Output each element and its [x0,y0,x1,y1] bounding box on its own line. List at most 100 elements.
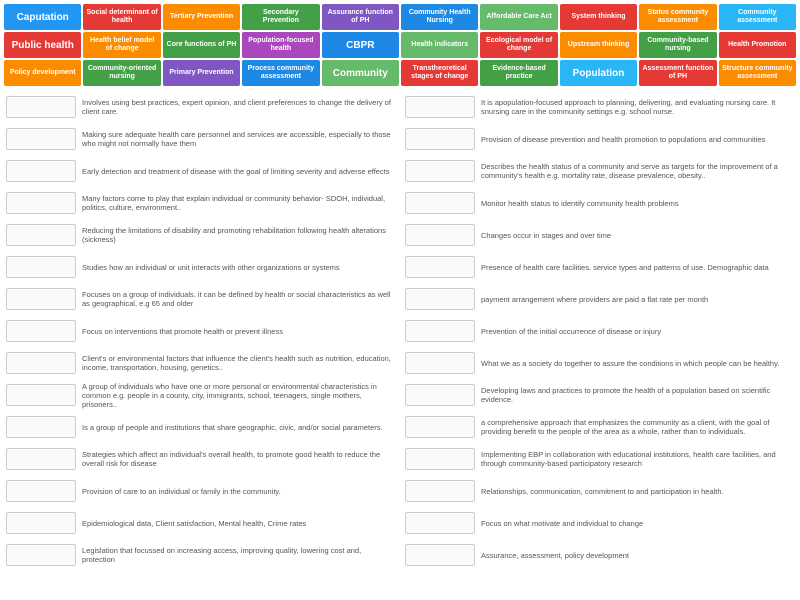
term-tag[interactable]: Affordable Care Act [480,4,557,30]
definition-row: Epidemiological data, Client satisfactio… [6,508,395,538]
drop-zone[interactable] [6,128,76,150]
definition-row: Client's or environmental factors that i… [6,348,395,378]
definition-text: Focuses on a group of individuals. it ca… [82,290,395,308]
definition-row: Describes the health status of a communi… [405,156,794,186]
term-tag[interactable]: Policy development [4,60,81,86]
drop-zone[interactable] [405,224,475,246]
term-tag[interactable]: Tertiary Prevention [163,4,240,30]
drop-zone[interactable] [6,96,76,118]
definition-row: Legislation that focussed on increasing … [6,540,395,570]
term-tag[interactable]: Social determinant of health [83,4,160,30]
drop-zone[interactable] [6,416,76,438]
term-tag[interactable]: Assessment function of PH [639,60,716,86]
term-tag[interactable]: Evidence-based practice [480,60,557,86]
drop-zone[interactable] [405,384,475,406]
drop-zone[interactable] [6,448,76,470]
drop-zone[interactable] [405,416,475,438]
definition-row: Monitor health status to identify commun… [405,188,794,218]
term-tag[interactable]: Status community assessment [639,4,716,30]
definition-row: Changes occur in stages and over time [405,220,794,250]
drop-zone[interactable] [405,480,475,502]
definition-row: Focus on interventions that promote heal… [6,316,395,346]
definition-row: A group of individuals who have one or m… [6,380,395,410]
definition-row: Provision of care to an individual or fa… [6,476,395,506]
definition-text: Involves using best practices, expert op… [82,98,395,116]
definition-text: Developing laws and practices to promote… [481,386,794,404]
term-tag[interactable]: Structure community assessment [719,60,796,86]
definition-row: Relationships, communication, commitment… [405,476,794,506]
definition-row: Involves using best practices, expert op… [6,92,395,122]
drop-zone[interactable] [405,128,475,150]
drop-zone[interactable] [6,224,76,246]
drop-zone[interactable] [6,480,76,502]
definition-row: payment arrangement where providers are … [405,284,794,314]
term-tag[interactable]: Assurance function of PH [322,4,399,30]
drop-zone[interactable] [6,160,76,182]
term-tag[interactable]: Health Promotion [719,32,796,58]
term-tag[interactable]: Population-focused health [242,32,319,58]
term-tag[interactable]: Health belief model of change [83,32,160,58]
term-tag[interactable]: Community-based nursing [639,32,716,58]
definition-row: Presence of health care facilities. serv… [405,252,794,282]
drop-zone[interactable] [405,352,475,374]
drop-zone[interactable] [6,544,76,566]
definition-row: Many factors come to play that explain i… [6,188,395,218]
drop-zone[interactable] [6,320,76,342]
term-tag[interactable]: Community assessment [719,4,796,30]
drop-zone[interactable] [405,288,475,310]
definition-text: Implementing EBP in collaboration with e… [481,450,794,468]
definition-text: Making sure adequate health care personn… [82,130,395,148]
term-tag[interactable]: Process community assessment [242,60,319,86]
definition-row: Provision of disease prevention and heal… [405,124,794,154]
definition-text: Focus on what motivate and individual to… [481,519,643,528]
right-column: It is apopulation-focused approach to pl… [405,92,794,570]
term-tag[interactable]: Primary Prevention [163,60,240,86]
drop-zone[interactable] [6,352,76,374]
definition-row: Early detection and treatment of disease… [6,156,395,186]
drop-zone[interactable] [405,96,475,118]
definition-text: It is apopulation-focused approach to pl… [481,98,794,116]
term-tag[interactable]: Ecological model of change [480,32,557,58]
term-tag[interactable]: Transtheoretical stages of change [401,60,478,86]
definition-text: Changes occur in stages and over time [481,231,611,240]
definition-row: Is a group of people and institutions th… [6,412,395,442]
term-tag[interactable]: Public health [4,32,81,58]
term-tag[interactable]: Community-oriented nursing [83,60,160,86]
drop-zone[interactable] [405,448,475,470]
term-tag[interactable]: Secondary Prevention [242,4,319,30]
term-tag[interactable]: Caputation [4,4,81,30]
definition-row: Implementing EBP in collaboration with e… [405,444,794,474]
drop-zone[interactable] [405,320,475,342]
definition-row: Focuses on a group of individuals. it ca… [6,284,395,314]
definition-text: Focus on interventions that promote heal… [82,327,283,336]
definition-text: payment arrangement where providers are … [481,295,708,304]
definition-text: Client's or environmental factors that i… [82,354,395,372]
definition-text: What we as a society do together to assu… [481,359,779,368]
definition-text: Strategies which affect an individual's … [82,450,395,468]
definition-text: Describes the health status of a communi… [481,162,794,180]
drop-zone[interactable] [6,256,76,278]
drop-zone[interactable] [6,192,76,214]
drop-zone[interactable] [405,160,475,182]
definition-text: Early detection and treatment of disease… [82,167,390,176]
term-tag[interactable]: Core functions of PH [163,32,240,58]
term-tag[interactable]: CBPR [322,32,399,58]
term-tag[interactable]: Health indicators [401,32,478,58]
drop-zone[interactable] [6,384,76,406]
drop-zone[interactable] [405,544,475,566]
drop-zone[interactable] [6,288,76,310]
definition-row: What we as a society do together to assu… [405,348,794,378]
term-tag[interactable]: Population [560,60,637,86]
term-tag[interactable]: System thinking [560,4,637,30]
definition-text: Provision of care to an individual or fa… [82,487,281,496]
term-tag[interactable]: Upstream thinking [560,32,637,58]
drop-zone[interactable] [6,512,76,534]
definition-row: Studies how an individual or unit intera… [6,252,395,282]
term-tag[interactable]: Community Health Nursing [401,4,478,30]
tag-grid: CaputationSocial determinant of healthTe… [0,0,800,90]
definition-text: Assurance, assessment, policy developmen… [481,551,629,560]
term-tag[interactable]: Community [322,60,399,86]
drop-zone[interactable] [405,512,475,534]
drop-zone[interactable] [405,192,475,214]
drop-zone[interactable] [405,256,475,278]
